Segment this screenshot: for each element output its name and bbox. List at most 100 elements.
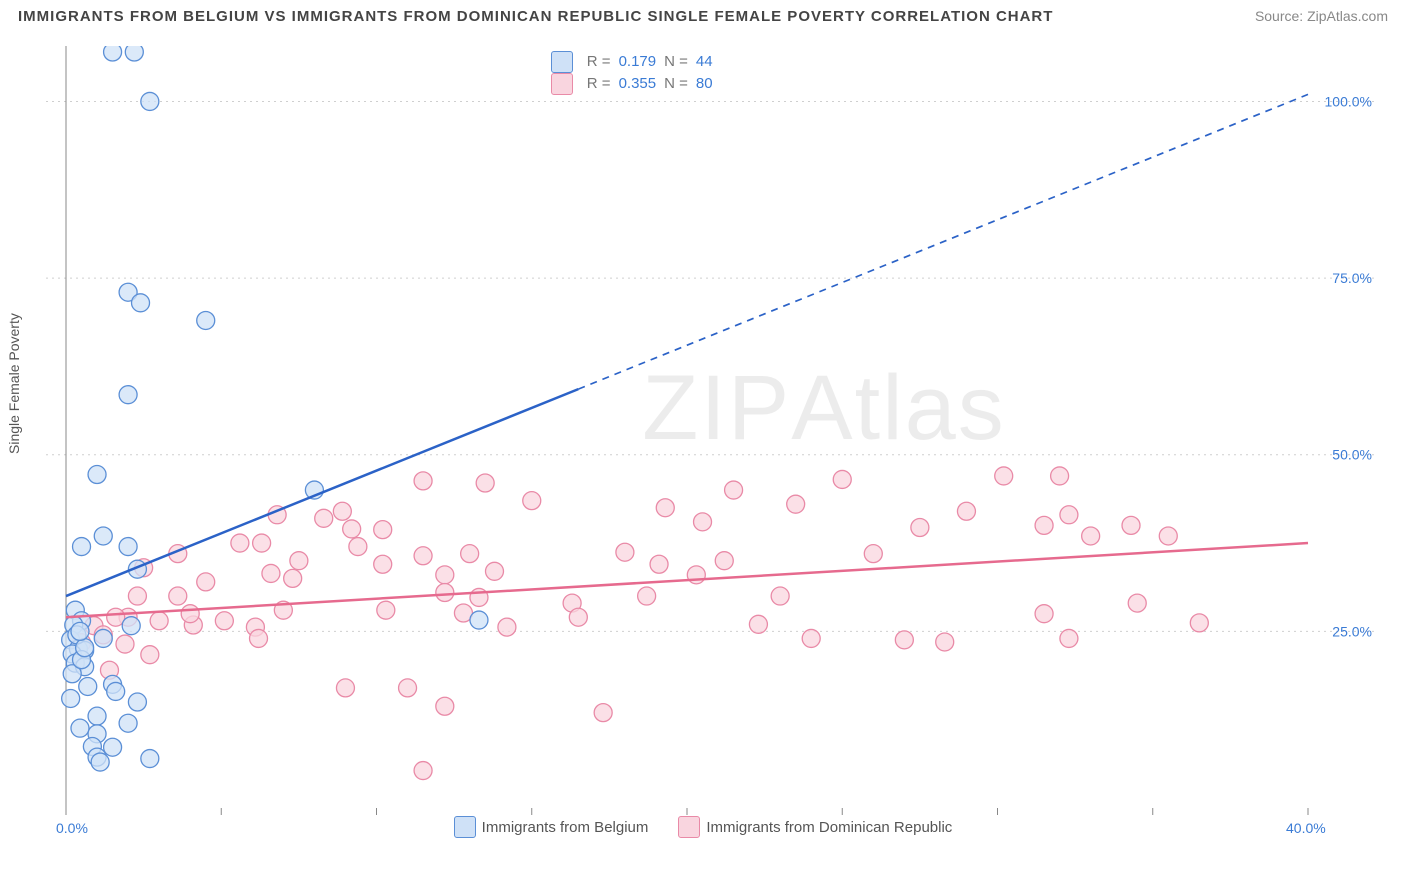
data-point (523, 492, 541, 510)
data-point (1051, 467, 1069, 485)
data-point (833, 470, 851, 488)
trend-line (66, 543, 1308, 617)
data-point (414, 547, 432, 565)
data-point (119, 714, 137, 732)
data-point (104, 46, 122, 61)
data-point (116, 635, 134, 653)
data-point (94, 527, 112, 545)
n-label: N = (664, 52, 688, 72)
data-point (656, 499, 674, 517)
correlation-legend: R = 0.179 N = 44R = 0.355 N = 80 (543, 48, 721, 98)
data-point (1190, 614, 1208, 632)
data-point (94, 629, 112, 647)
legend-item: Immigrants from Belgium (454, 816, 649, 838)
data-point (125, 46, 143, 61)
source-attribution: Source: ZipAtlas.com (1255, 8, 1388, 24)
chart-title: IMMIGRANTS FROM BELGIUM VS IMMIGRANTS FR… (18, 8, 1053, 25)
data-point (864, 545, 882, 563)
data-point (694, 513, 712, 531)
trend-line-dashed (578, 94, 1308, 389)
data-point (569, 608, 587, 626)
data-point (377, 601, 395, 619)
n-value: 44 (696, 52, 713, 72)
data-point (79, 677, 97, 695)
data-point (616, 543, 634, 561)
data-point (594, 704, 612, 722)
data-point (638, 587, 656, 605)
svg-text:75.0%: 75.0% (1332, 270, 1372, 286)
data-point (107, 682, 125, 700)
data-point (88, 466, 106, 484)
data-point (498, 618, 516, 636)
legend-swatch (454, 816, 476, 838)
data-point (715, 552, 733, 570)
r-label: R = (587, 74, 611, 94)
y-axis-label: Single Female Poverty (6, 313, 22, 454)
data-point (470, 611, 488, 629)
data-point (290, 552, 308, 570)
data-point (150, 612, 168, 630)
data-point (76, 639, 94, 657)
x-axis-max-label: 40.0% (1286, 820, 1326, 836)
data-point (343, 520, 361, 538)
data-point (253, 534, 271, 552)
data-point (141, 92, 159, 110)
data-point (336, 679, 354, 697)
data-point (1060, 506, 1078, 524)
data-point (1128, 594, 1146, 612)
data-point (1122, 516, 1140, 534)
data-point (197, 311, 215, 329)
data-point (333, 502, 351, 520)
svg-text:50.0%: 50.0% (1332, 447, 1372, 463)
data-point (128, 693, 146, 711)
data-point (436, 566, 454, 584)
data-point (771, 587, 789, 605)
data-point (71, 622, 89, 640)
data-point (262, 564, 280, 582)
data-point (461, 545, 479, 563)
correlation-scatter-chart: 25.0%50.0%75.0%100.0% (46, 46, 1378, 836)
n-value: 80 (696, 74, 713, 94)
data-point (414, 472, 432, 490)
data-point (141, 750, 159, 768)
data-point (215, 612, 233, 630)
r-value: 0.355 (619, 74, 657, 94)
legend-swatch (551, 51, 573, 73)
data-point (91, 753, 109, 771)
svg-text:100.0%: 100.0% (1325, 93, 1372, 109)
data-point (315, 509, 333, 527)
data-point (231, 534, 249, 552)
data-point (436, 697, 454, 715)
data-point (62, 689, 80, 707)
data-point (73, 538, 91, 556)
data-point (1035, 516, 1053, 534)
legend-swatch (551, 73, 573, 95)
data-point (250, 629, 268, 647)
legend-label: Immigrants from Dominican Republic (706, 819, 952, 836)
x-axis-min-label: 0.0% (56, 820, 88, 836)
data-point (374, 555, 392, 573)
data-point (957, 502, 975, 520)
data-point (1159, 527, 1177, 545)
data-point (414, 762, 432, 780)
data-point (895, 631, 913, 649)
data-point (749, 615, 767, 633)
data-point (436, 584, 454, 602)
legend-item: Immigrants from Dominican Republic (678, 816, 952, 838)
data-point (1060, 629, 1078, 647)
data-point (349, 538, 367, 556)
data-point (132, 294, 150, 312)
data-point (787, 495, 805, 513)
data-point (119, 538, 137, 556)
data-point (399, 679, 417, 697)
data-point (71, 719, 89, 737)
data-point (197, 573, 215, 591)
r-label: R = (587, 52, 611, 72)
data-point (88, 707, 106, 725)
data-point (725, 481, 743, 499)
data-point (936, 633, 954, 651)
data-point (802, 629, 820, 647)
data-point (119, 386, 137, 404)
data-point (911, 519, 929, 537)
data-point (1082, 527, 1100, 545)
